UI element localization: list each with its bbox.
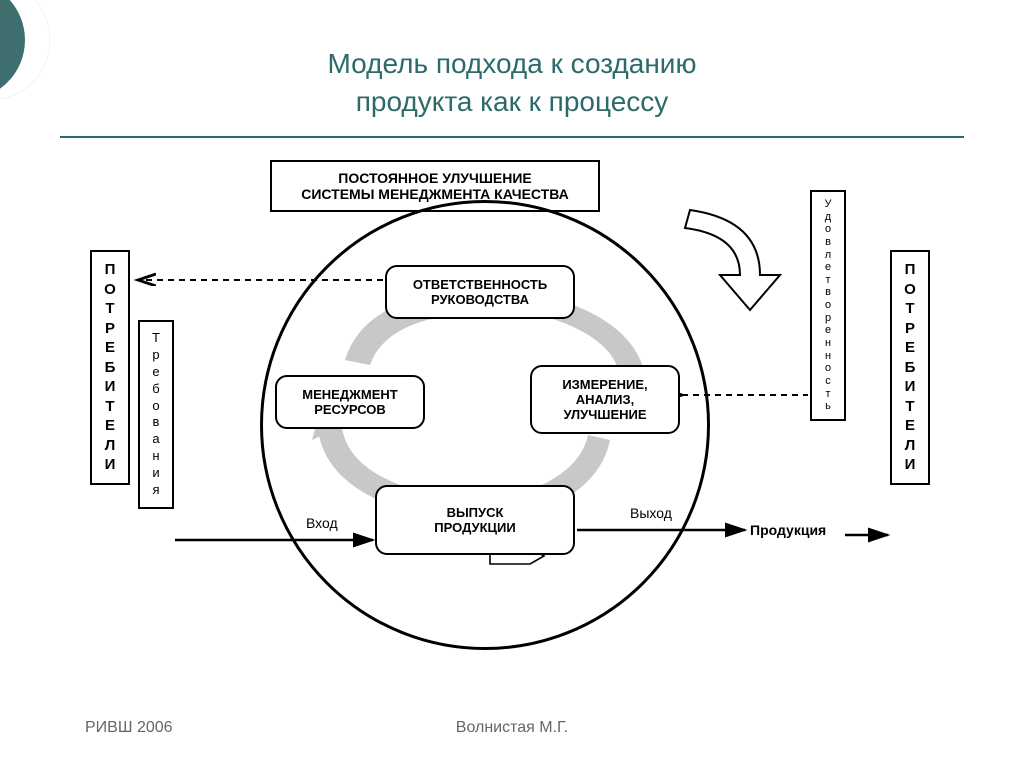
right-satisfaction-box: Удовлетворенность xyxy=(810,190,846,421)
node-responsibility: ОТВЕТСТВЕННОСТЬ РУКОВОДСТВА xyxy=(385,265,575,319)
title-line-1: Модель подхода к созданию xyxy=(328,48,697,79)
title-underline xyxy=(60,136,964,138)
node-resources: МЕНЕДЖМЕНТ РЕСУРСОВ xyxy=(275,375,425,429)
top-improvement-box: ПОСТОЯННОЕ УЛУЧШЕНИЕ СИСТЕМЫ МЕНЕДЖМЕНТА… xyxy=(270,160,600,212)
top-box-line1: ПОСТОЯННОЕ УЛУЧШЕНИЕ xyxy=(282,170,588,186)
top-box-line2: СИСТЕМЫ МЕНЕДЖМЕНТА КАЧЕСТВА xyxy=(282,186,588,202)
process-diagram: ПОСТОЯННОЕ УЛУЧШЕНИЕ СИСТЕМЫ МЕНЕДЖМЕНТА… xyxy=(90,160,934,680)
left-consumers-box: ПОТРЕБИТЕЛИ xyxy=(90,250,130,485)
title-line-2: продукта как к процессу xyxy=(356,86,669,117)
node-measurement: ИЗМЕРЕНИЕ, АНАЛИЗ, УЛУЧШЕНИЕ xyxy=(530,365,680,434)
footer-center: Волнистая М.Г. xyxy=(0,719,1024,737)
label-output: Выход xyxy=(630,505,672,521)
node-production: ВЫПУСК ПРОДУКЦИИ xyxy=(375,485,575,555)
label-product: Продукция xyxy=(750,522,826,538)
right-consumers-box: ПОТРЕБИТЕЛИ xyxy=(890,250,930,485)
slide-title: Модель подхода к созданию продукта как к… xyxy=(0,45,1024,121)
label-input: Вход xyxy=(306,515,338,531)
left-requirements-box: Требования xyxy=(138,320,174,509)
